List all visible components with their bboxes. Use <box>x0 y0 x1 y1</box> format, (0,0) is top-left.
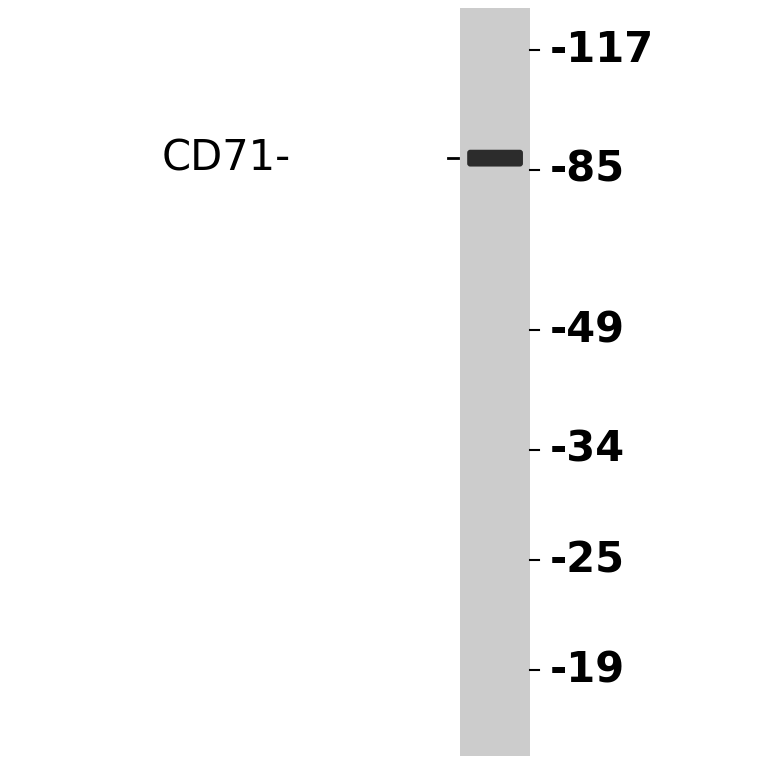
FancyBboxPatch shape <box>468 150 523 167</box>
Text: -34: -34 <box>550 429 625 471</box>
Text: -49: -49 <box>550 309 625 351</box>
FancyBboxPatch shape <box>460 8 530 756</box>
Text: -117: -117 <box>550 29 654 70</box>
Text: -85: -85 <box>550 149 625 190</box>
Text: -19: -19 <box>550 649 625 691</box>
Text: CD71-: CD71- <box>161 138 290 179</box>
Text: -25: -25 <box>550 539 625 581</box>
